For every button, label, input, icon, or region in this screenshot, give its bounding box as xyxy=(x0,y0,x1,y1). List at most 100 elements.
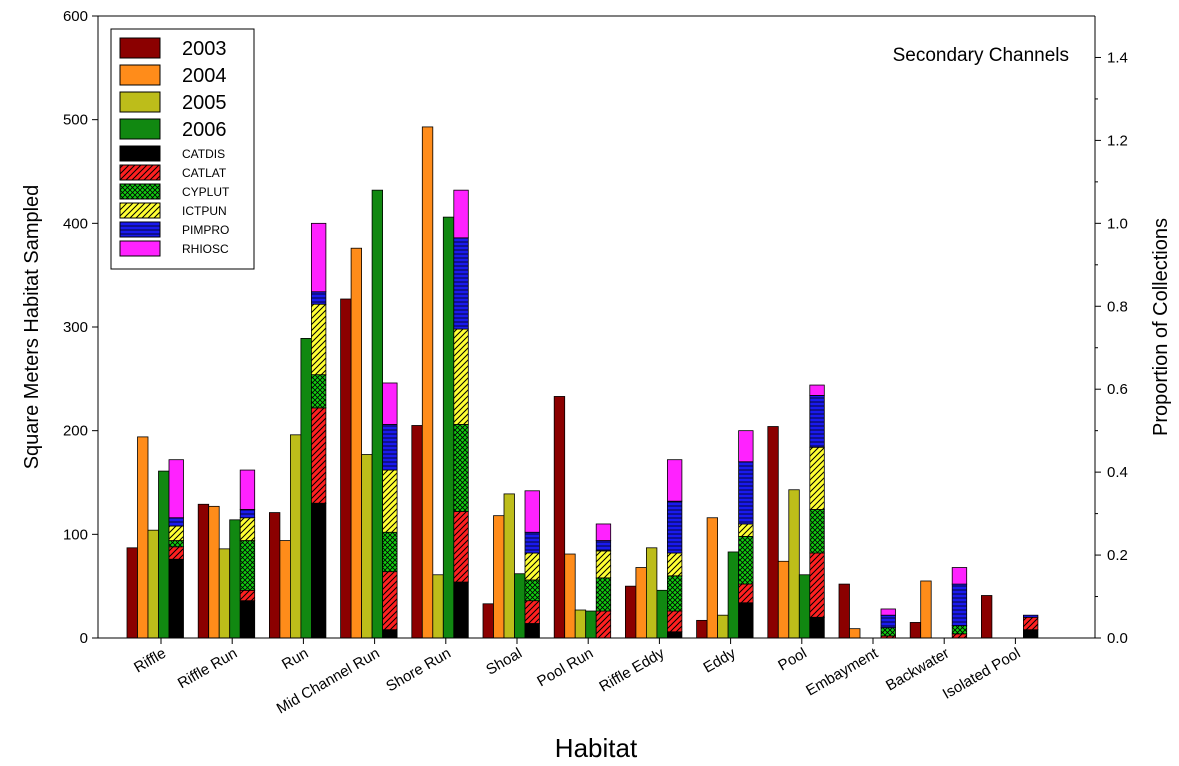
bar-2004-shore-run xyxy=(421,126,434,639)
bar-2003-riffle-eddy xyxy=(625,585,637,639)
legend-label-cyplut: CYPLUT xyxy=(182,185,230,199)
left-tick-label-200: 200 xyxy=(63,423,88,440)
stack-pimpro-pool xyxy=(809,395,825,448)
bar-2004-riffle-eddy xyxy=(635,567,647,639)
category-label-riffle: Riffle xyxy=(131,645,169,677)
category-label-isolated-pool: Isolated Pool xyxy=(940,645,1024,703)
category-label-riffle-run: Riffle Run xyxy=(175,645,240,693)
bar-2003-riffle xyxy=(126,547,138,639)
bar-2003-isolated-pool xyxy=(981,595,993,639)
stack-catdis-pool xyxy=(809,616,825,639)
bar-2003-pool-run xyxy=(553,396,566,639)
bar-2006-riffle-run xyxy=(229,519,241,639)
stack-ictpun-eddy xyxy=(738,523,754,537)
stack-cyplut-riffle-run xyxy=(239,540,256,591)
legend-swatch-2003 xyxy=(119,37,161,59)
stack-catlat-riffle-eddy xyxy=(667,610,683,633)
legend-label-2003: 2003 xyxy=(182,38,227,60)
legend: 2003 2004 2005 2006 CATDIS CATLAT CYPLUT ICTPUN… xyxy=(110,28,255,270)
category-label-run: Run xyxy=(279,645,311,673)
legend-label-ictpun: ICTPUN xyxy=(182,204,227,218)
stack-pimpro-shoal xyxy=(524,531,540,554)
bar-2006-mid-channel-run xyxy=(371,189,384,639)
stack-ictpun-riffle xyxy=(168,525,184,541)
right-tick-label-0-6: 0.6 xyxy=(1107,381,1128,398)
stack-cyplut-shoal xyxy=(524,579,540,602)
bars-layer xyxy=(126,126,1039,639)
bar-2004-pool xyxy=(777,560,790,639)
stack-pimpro-embayment xyxy=(880,614,896,629)
bar-2004-pool-run xyxy=(564,553,576,639)
category-label-pool: Pool xyxy=(775,645,810,675)
stack-rhiosc-shoal xyxy=(524,490,540,533)
stack-rhiosc-riffle-eddy xyxy=(667,459,683,502)
stack-rhiosc-backwater xyxy=(951,567,968,585)
bar-2004-riffle xyxy=(137,436,149,639)
x-axis-title: Habitat xyxy=(555,733,638,763)
left-tick-label-400: 400 xyxy=(63,215,88,232)
bar-2004-mid-channel-run xyxy=(350,247,363,639)
bar-2004-embayment xyxy=(849,628,861,639)
bar-2003-run xyxy=(268,512,281,639)
legend-swatch-catlat xyxy=(119,164,161,181)
bar-2005-eddy xyxy=(717,614,729,639)
left-tick-label-0: 0 xyxy=(80,630,88,647)
bar-2003-mid-channel-run xyxy=(340,298,352,639)
right-tick-label-1-0: 1.0 xyxy=(1107,215,1128,232)
right-tick-label-1-4: 1.4 xyxy=(1107,49,1128,66)
category-label-eddy: Eddy xyxy=(700,644,739,676)
legend-swatch-ictpun xyxy=(119,202,161,219)
stack-pimpro-run xyxy=(310,291,327,305)
stack-rhiosc-pool-run xyxy=(595,523,612,541)
right-tick-label-0-8: 0.8 xyxy=(1107,298,1128,315)
bar-2005-pool-run xyxy=(574,609,587,639)
bar-2006-pool xyxy=(798,574,811,639)
bar-2004-shoal xyxy=(493,515,505,639)
stack-catdis-shoal xyxy=(524,623,540,639)
bar-2004-run xyxy=(279,540,291,639)
y-axis-title-right: Proportion of Collections xyxy=(1150,218,1172,436)
legend-swatch-pimpro xyxy=(119,221,161,238)
bar-2005-shoal xyxy=(503,493,515,639)
stack-catlat-eddy xyxy=(738,583,754,604)
stack-catlat-run xyxy=(310,407,327,504)
legend-label-2004: 2004 xyxy=(182,65,227,87)
stack-rhiosc-shore-run xyxy=(453,189,469,239)
stack-ictpun-shoal xyxy=(524,552,540,581)
stack-ictpun-pool-run xyxy=(595,550,612,579)
stack-catdis-run xyxy=(310,502,327,639)
bar-2004-backwater xyxy=(920,580,932,639)
bar-2005-mid-channel-run xyxy=(361,454,373,639)
stack-catlat-isolated-pool xyxy=(1023,616,1039,631)
bar-2005-riffle xyxy=(147,529,159,639)
legend-swatch-2006 xyxy=(119,118,161,140)
bar-2006-pool-run xyxy=(585,610,597,639)
stack-rhiosc-riffle-run xyxy=(239,469,256,510)
stack-rhiosc-pool xyxy=(809,384,825,396)
left-tick-label-300: 300 xyxy=(63,319,88,336)
stack-rhiosc-riffle xyxy=(168,459,184,519)
bar-2006-eddy xyxy=(727,551,739,639)
legend-label-pimpro: PIMPRO xyxy=(182,223,229,237)
right-tick-label-0-4: 0.4 xyxy=(1107,464,1128,481)
bar-2003-riffle-run xyxy=(197,503,210,639)
left-tick-label-100: 100 xyxy=(63,526,88,543)
stack-catlat-riffle-run xyxy=(239,589,256,602)
right-tick-label-0-0: 0.0 xyxy=(1107,630,1128,647)
stack-rhiosc-mid-channel-run xyxy=(382,382,398,425)
bar-2006-shoal xyxy=(514,573,526,639)
bar-2003-embayment xyxy=(838,583,850,639)
bar-2003-backwater xyxy=(909,622,922,639)
stack-catdis-mid-channel-run xyxy=(382,629,398,639)
stack-cyplut-backwater xyxy=(951,625,968,635)
legend-swatch-2005 xyxy=(119,91,161,113)
bar-2005-run xyxy=(289,434,302,639)
legend-label-2005: 2005 xyxy=(182,92,227,114)
category-label-shoal: Shoal xyxy=(483,645,525,679)
bar-2005-riffle-run xyxy=(218,548,231,639)
stack-catlat-riffle xyxy=(168,546,184,560)
stack-cyplut-riffle-eddy xyxy=(667,575,683,612)
stack-ictpun-run xyxy=(310,303,327,376)
stack-catlat-pool-run xyxy=(595,610,612,639)
bar-2003-eddy xyxy=(696,619,708,639)
